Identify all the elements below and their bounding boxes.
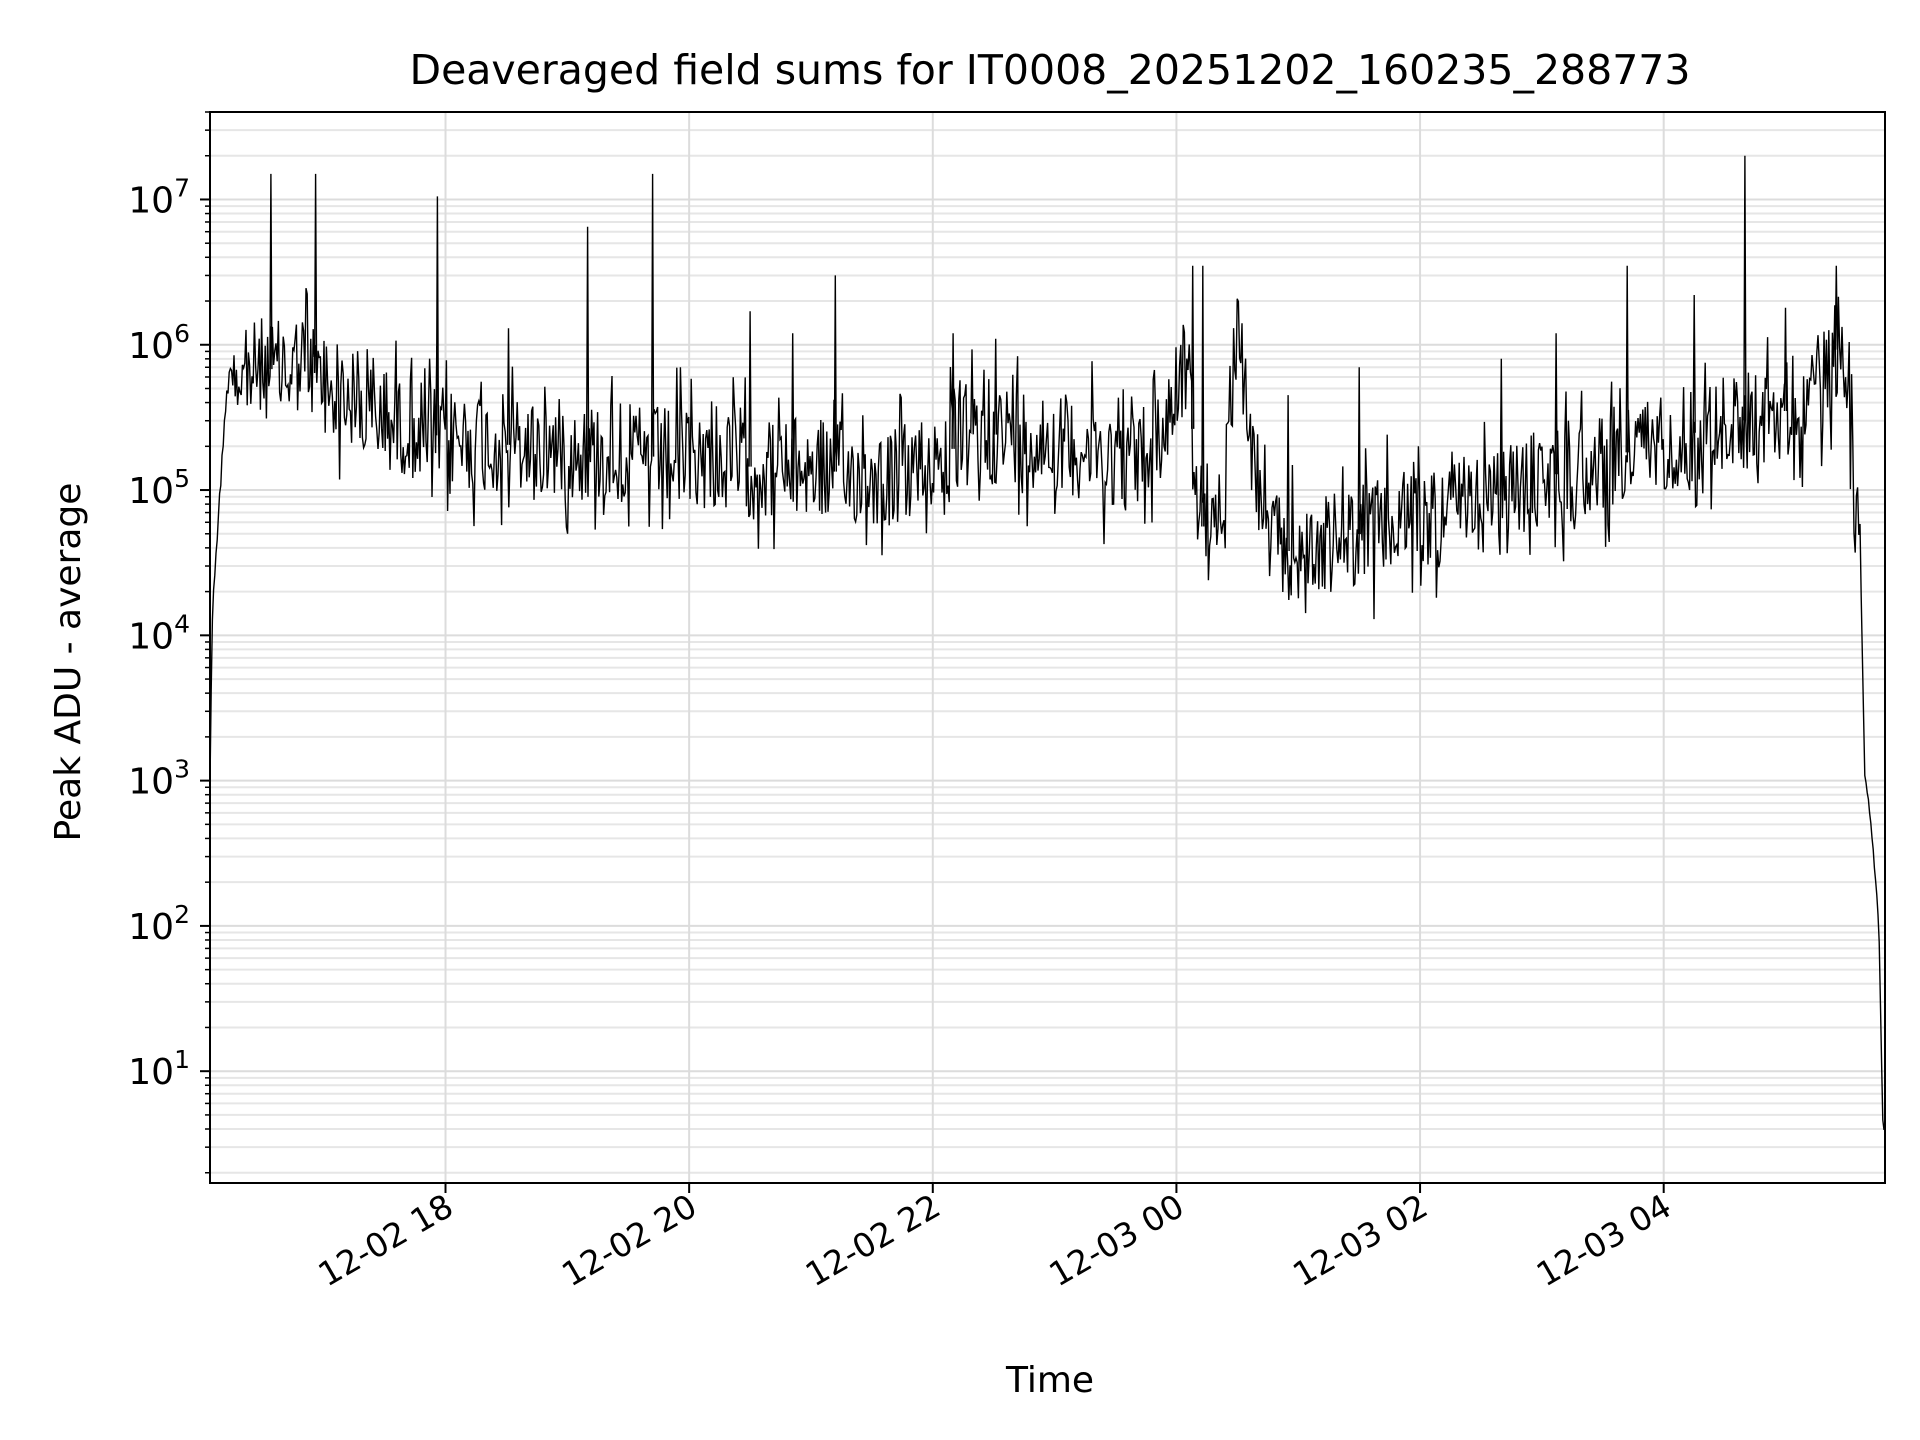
y-axis-label: Peak ADU - average [48, 483, 89, 842]
data-spike [313, 173, 318, 374]
data-line [209, 287, 1885, 1130]
data-spike [951, 333, 955, 449]
y-tick-label: 105 [128, 464, 190, 512]
y-tick-label: 103 [128, 755, 190, 803]
data-spike [1357, 367, 1361, 535]
data-spike [1201, 265, 1205, 527]
data-spike [1286, 395, 1290, 552]
data-spike [585, 226, 590, 452]
data-spike [1692, 294, 1696, 433]
data-spike [269, 173, 273, 370]
data-spike [435, 196, 440, 436]
data-spike [1743, 155, 1747, 421]
data-spike [1499, 358, 1503, 496]
x-axis-label: Time [1005, 1360, 1094, 1401]
y-tick-label: 104 [128, 609, 190, 657]
data-spike [650, 173, 655, 457]
data-spike [748, 311, 752, 467]
data-spike [1625, 265, 1629, 453]
data-spike [1834, 265, 1838, 350]
data-spike [833, 275, 837, 472]
data-spike [1191, 265, 1195, 429]
data-spike [791, 333, 795, 469]
data-spike [1554, 333, 1558, 475]
y-tick-label: 102 [128, 900, 190, 948]
data-spike [506, 328, 511, 445]
y-tick-label: 106 [128, 319, 190, 367]
data-spike [1783, 307, 1788, 412]
data-line-group [209, 155, 1885, 1130]
y-tick-label: 107 [128, 173, 190, 221]
y-tick-label: 101 [128, 1045, 190, 1093]
data-spike [994, 338, 998, 435]
chart-title: Deaveraged field sums for IT0008_2025120… [410, 46, 1691, 94]
plot-frame [209, 111, 1886, 1184]
